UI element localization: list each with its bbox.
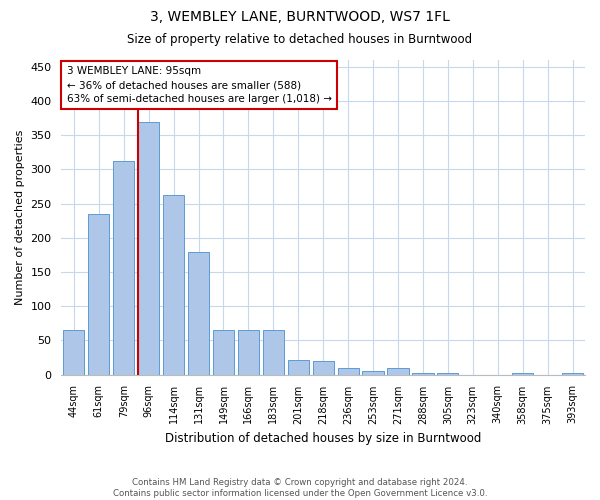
Bar [163, 194, 184, 374]
Y-axis label: Number of detached properties: Number of detached properties [15, 130, 25, 305]
Bar [113, 161, 134, 374]
Bar [512, 372, 533, 374]
Bar [138, 122, 159, 374]
Bar [63, 330, 85, 374]
Bar [188, 252, 209, 374]
Bar [362, 371, 383, 374]
Text: Contains HM Land Registry data © Crown copyright and database right 2024.
Contai: Contains HM Land Registry data © Crown c… [113, 478, 487, 498]
Bar [213, 330, 234, 374]
Text: Size of property relative to detached houses in Burntwood: Size of property relative to detached ho… [127, 32, 473, 46]
X-axis label: Distribution of detached houses by size in Burntwood: Distribution of detached houses by size … [165, 432, 481, 445]
Bar [313, 361, 334, 374]
Bar [562, 372, 583, 374]
Bar [338, 368, 359, 374]
Bar [263, 330, 284, 374]
Bar [437, 373, 458, 374]
Bar [412, 372, 434, 374]
Bar [287, 360, 309, 374]
Bar [238, 330, 259, 374]
Text: 3 WEMBLEY LANE: 95sqm
← 36% of detached houses are smaller (588)
63% of semi-det: 3 WEMBLEY LANE: 95sqm ← 36% of detached … [67, 66, 332, 104]
Bar [388, 368, 409, 374]
Bar [88, 214, 109, 374]
Text: 3, WEMBLEY LANE, BURNTWOOD, WS7 1FL: 3, WEMBLEY LANE, BURNTWOOD, WS7 1FL [150, 10, 450, 24]
